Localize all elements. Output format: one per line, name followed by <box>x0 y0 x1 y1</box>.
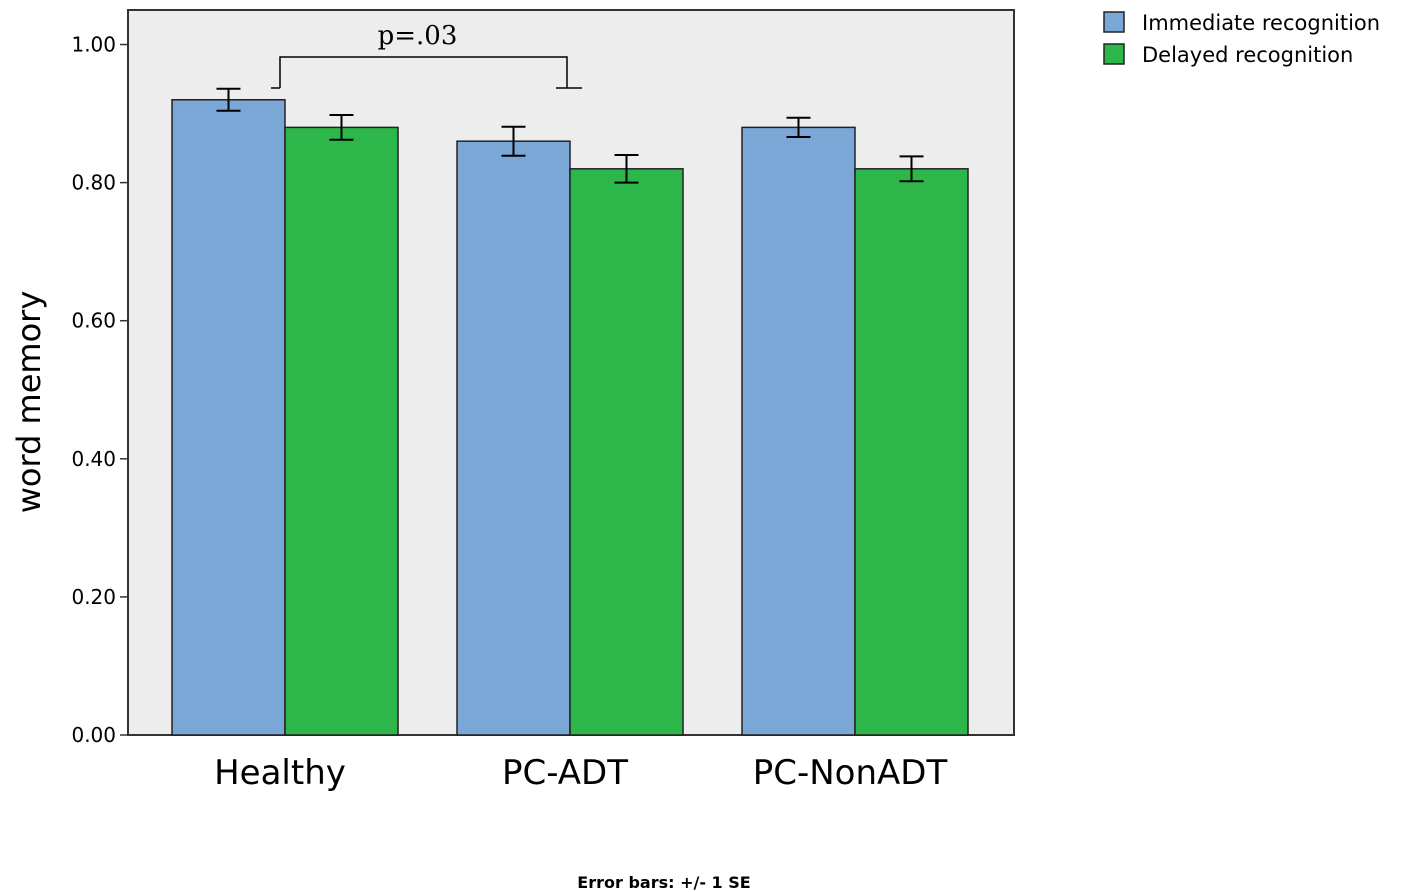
error-bar <box>216 87 241 112</box>
x-category-label: Healthy <box>214 753 346 793</box>
bar-healthy-immediate <box>171 99 286 736</box>
error-bar <box>786 116 811 139</box>
error-bars-layer <box>216 87 924 184</box>
x-category-label: PC-NonADT <box>753 753 948 793</box>
legend-swatch <box>1103 11 1125 33</box>
error-bar <box>501 125 526 157</box>
y-tick-label: 0.40 <box>71 447 116 471</box>
error-bar <box>614 154 639 184</box>
bar-pc-nonadt-delayed <box>854 168 969 736</box>
significance-annotation: p=.03 <box>271 21 582 89</box>
legend-swatch <box>1103 43 1125 65</box>
y-axis: 0.00 0.20 0.40 0.60 0.80 1.00 <box>71 33 128 747</box>
bar-pc-nonadt-immediate <box>741 126 856 736</box>
y-tick-label: 0.80 <box>71 171 116 195</box>
legend: Immediate recognition Delayed recognition <box>1103 11 1380 67</box>
y-tick-label: 0.60 <box>71 309 116 333</box>
significance-bracket <box>271 56 582 89</box>
bars-layer <box>171 99 969 736</box>
x-axis: Healthy PC-ADT PC-NonADT <box>214 753 947 793</box>
error-bars-note: Error bars: +/- 1 SE <box>577 873 750 892</box>
legend-label: Immediate recognition <box>1142 11 1380 35</box>
bar-pc-adt-delayed <box>569 168 684 736</box>
error-bar <box>329 113 354 141</box>
bar-pc-adt-immediate <box>456 140 571 736</box>
y-tick-label: 1.00 <box>71 33 116 57</box>
bar-healthy-delayed <box>284 126 399 736</box>
y-axis-title: word memory <box>10 291 48 514</box>
y-tick-label: 0.00 <box>71 723 116 747</box>
y-tick-label: 0.20 <box>71 585 116 609</box>
error-bar <box>899 155 924 183</box>
legend-label: Delayed recognition <box>1142 43 1353 67</box>
significance-label: p=.03 <box>378 21 458 51</box>
x-category-label: PC-ADT <box>502 753 628 793</box>
